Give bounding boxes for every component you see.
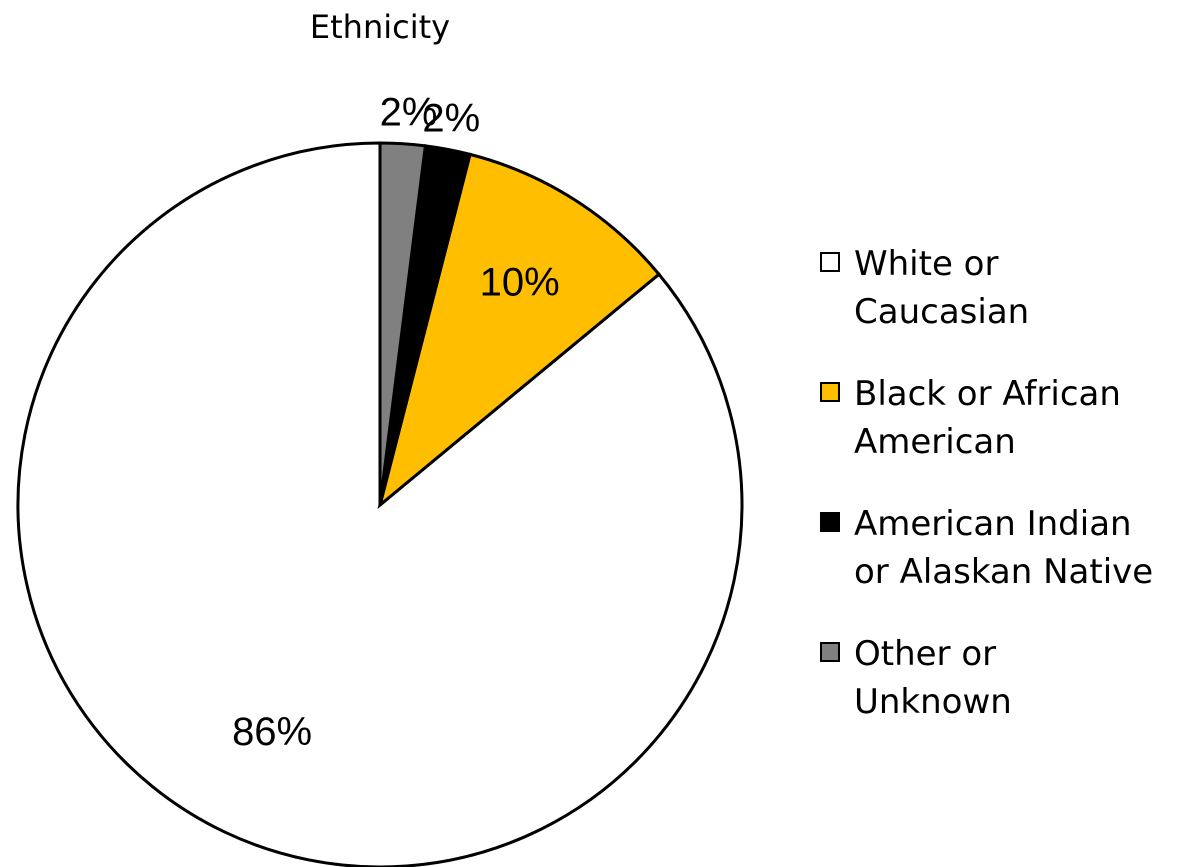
data-label-american-indian-or-alaskan-native: 2% xyxy=(422,97,480,141)
legend-label: Other or Unknown xyxy=(854,634,1012,722)
pie-slice-other-or-unknown xyxy=(378,141,428,506)
legend-item-other-or-unknown: Other or Unknown xyxy=(820,630,1195,726)
pie-chart: 86% 10% 2%2% xyxy=(16,90,744,867)
pie-slices xyxy=(16,141,744,867)
pie-data-labels: 86% 10% 2%2% xyxy=(232,90,560,753)
legend-swatch xyxy=(820,642,840,662)
legend-item-american-indian-or-alaskan-native: American Indian or Alaskan Native xyxy=(820,500,1195,596)
pie-slice-black-or-african-american xyxy=(377,152,662,510)
legend-item-white-or-caucasian: White or Caucasian xyxy=(820,240,1195,336)
legend-label: Black or African American xyxy=(854,374,1121,462)
legend-label: American Indian or Alaskan Native xyxy=(854,504,1154,592)
chart-title-text: Ethnicity xyxy=(309,8,451,46)
legend-swatch xyxy=(820,252,840,272)
data-label-white-or-caucasian: 86% xyxy=(232,710,312,754)
chart-legend: White or Caucasian Black or African Ameri… xyxy=(820,240,1195,760)
legend-item-black-or-african-american: Black or African American xyxy=(820,370,1195,466)
data-label-black-or-african-american: 10% xyxy=(480,260,560,304)
data-label-other-or-unknown: 2% xyxy=(380,90,438,134)
legend-label: White or Caucasian xyxy=(854,244,1030,332)
legend-swatch xyxy=(820,382,840,402)
legend-swatch xyxy=(820,512,840,532)
